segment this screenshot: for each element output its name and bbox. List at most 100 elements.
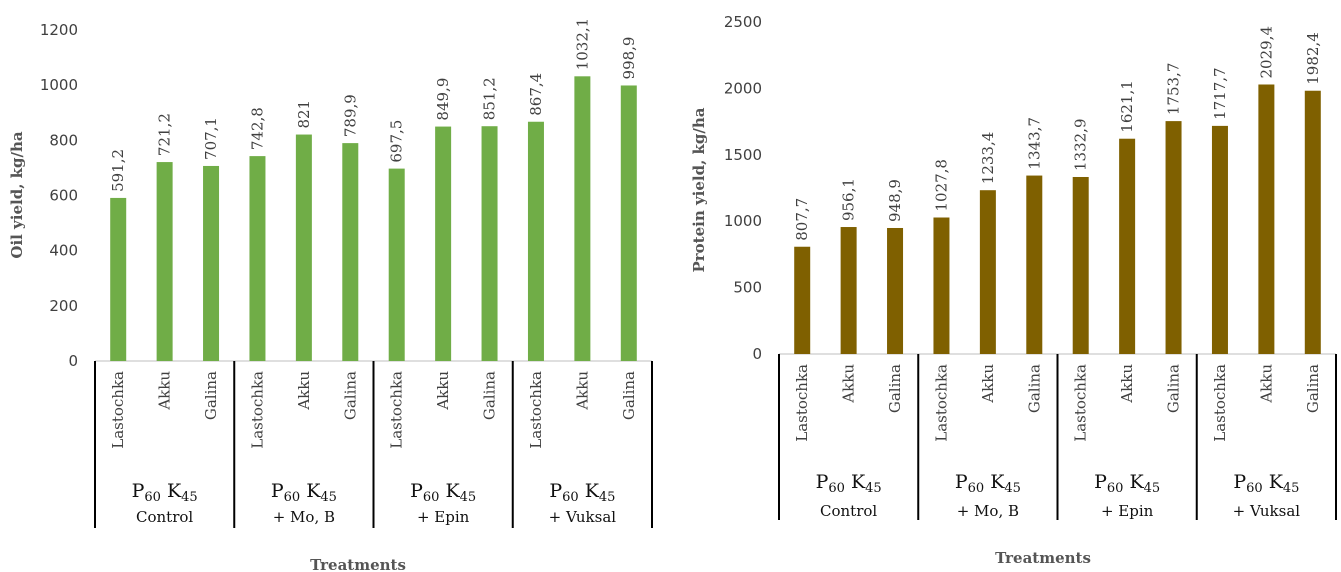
group-label-treatment: + Mo, B [957,502,1019,520]
group-label-fertilizer: P60 K45 [1233,471,1299,496]
y-tick-label: 1200 [40,21,78,39]
data-label: 1032,1 [573,18,591,71]
bar [388,168,405,361]
data-label: 1027,8 [932,159,950,212]
group-label-fertilizer: P60 K45 [1094,471,1160,496]
data-label: 956,1 [840,178,858,221]
x-axis-title: Treatments [310,556,406,572]
category-label: Lastochka [388,371,406,449]
category-label: Akku [434,371,452,411]
bar [203,165,220,361]
group-label-treatment: + Epin [1101,502,1154,520]
y-tick-label: 600 [49,187,78,205]
y-tick-label: 1500 [724,146,762,164]
bar [527,121,544,362]
y-tick-label: 1000 [40,76,78,94]
group-label-fertilizer: P60 K45 [955,471,1021,496]
bar [1072,176,1089,354]
category-label: Akku [840,364,858,404]
category-label: Galina [1304,364,1322,413]
category-label: Galina [1165,364,1183,413]
bar [979,190,996,354]
category-label: Lastochka [1211,364,1229,442]
data-label: 1621,1 [1118,80,1136,133]
data-label: 948,9 [886,179,904,222]
category-label: Galina [1025,364,1043,413]
data-label: 849,9 [434,78,452,121]
category-label: Galina [886,364,904,413]
y-tick-label: 200 [49,297,78,315]
data-label: 789,9 [341,94,359,137]
bar [249,156,266,361]
bar [156,162,173,361]
bar [1165,121,1182,354]
category-label: Akku [979,364,997,404]
y-tick-label: 2000 [724,79,762,97]
bar [887,227,904,354]
group-label-fertilizer: P60 K45 [549,480,615,505]
y-axis-title: Oil yield, kg/ha [8,131,26,259]
data-label: 2029,4 [1257,26,1275,79]
data-label: 697,5 [388,120,406,163]
data-label: 707,1 [202,117,220,160]
y-tick-label: 0 [68,352,78,370]
y-tick-label: 0 [752,345,762,363]
category-label: Galina [341,371,359,420]
bar [481,126,498,361]
group-label-treatment: Control [820,502,877,520]
category-label: Galina [202,371,220,420]
data-label: 998,9 [620,37,638,80]
group-label-treatment: + Vuksal [1233,502,1301,520]
category-label: Akku [1257,364,1275,404]
y-axis-title: Protein yield, kg/ha [690,107,708,272]
category-label: Lastochka [248,371,266,449]
bar [110,197,127,361]
category-label: Galina [620,371,638,420]
data-label: 1717,7 [1211,67,1229,120]
group-label-treatment: + Epin [417,508,470,526]
category-label: Akku [156,371,174,411]
data-label: 851,2 [481,77,499,120]
bar [933,217,950,354]
bar [1119,138,1136,354]
group-label-fertilizer: P60 K45 [410,480,476,505]
category-label: Lastochka [1072,364,1090,442]
y-tick-label: 800 [49,131,78,149]
bar [1258,84,1275,355]
data-label: 1343,7 [1025,117,1043,170]
bar [1304,90,1321,355]
data-label: 1753,7 [1165,63,1183,115]
data-label: 591,2 [109,149,127,192]
category-label: Akku [1118,364,1136,404]
group-label-treatment: Control [136,508,193,526]
oil-yield-chart: 0 200 400 600 800 1000 1200 Oil yield, kg/ha Tre… [8,18,653,572]
group-label-treatment: + Mo, B [273,508,335,526]
group-label-treatment: + Vuksal [549,508,617,526]
bar [295,134,312,361]
bar [620,85,637,361]
bar [840,227,857,354]
data-label: 821 [295,100,313,129]
data-label: 867,4 [527,73,545,116]
y-tick-label: 2500 [724,13,762,31]
bar [342,143,359,361]
protein-yield-chart: 0 500 1000 1500 2000 2500 Protein yield, kg/ha… [690,13,1337,567]
category-label: Akku [295,371,313,411]
bar [794,246,811,354]
data-label: 742,8 [248,107,266,150]
category-label: Lastochka [109,371,127,449]
data-label: 721,2 [156,113,174,156]
data-label: 1233,4 [979,132,997,185]
y-tick-label: 1000 [724,212,762,230]
data-label: 1982,4 [1304,32,1322,85]
category-label: Akku [573,371,591,411]
bar [435,126,452,362]
x-axis-title: Treatments [995,549,1091,567]
category-label: Lastochka [793,364,811,442]
y-tick-label: 500 [733,279,762,297]
data-label: 807,7 [793,198,811,241]
bar [574,76,591,362]
y-tick-label: 400 [49,242,78,260]
group-label-fertilizer: P60 K45 [132,480,198,505]
data-label: 1332,9 [1072,118,1090,171]
